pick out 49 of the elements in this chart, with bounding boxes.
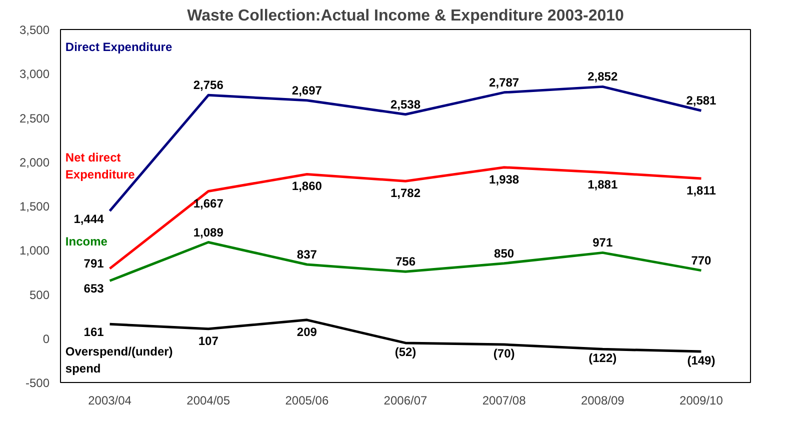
- data-label: (52): [394, 344, 416, 359]
- y-tick-label: 1,000: [19, 244, 50, 258]
- x-tick-label: 2009/10: [680, 394, 724, 408]
- text: Net direct Expenditure: [65, 150, 136, 182]
- data-label: 971: [592, 236, 613, 250]
- y-tick-label: 500: [29, 288, 50, 302]
- data-label: 1,782: [390, 186, 421, 200]
- data-label: 2,852: [588, 70, 618, 84]
- data-label: 850: [494, 246, 514, 260]
- x-tick-label: 2003/04: [88, 394, 132, 408]
- data-label: (122): [588, 351, 617, 366]
- x-tick-label: 2007/08: [482, 394, 526, 408]
- data-label: (70): [493, 346, 515, 361]
- data-label: 1,938: [489, 172, 520, 186]
- data-label: 161: [84, 325, 104, 340]
- data-label: 791: [84, 256, 104, 271]
- data-label: 1,444: [74, 212, 104, 226]
- series-label: Overspend/(under) spend: [65, 344, 173, 376]
- data-label: 2,581: [686, 94, 717, 108]
- data-label: 1,881: [588, 177, 618, 192]
- data-label: 107: [198, 334, 219, 348]
- text: Direct Expenditure: [65, 40, 172, 54]
- chart-title: Waste Collection:Actual Income & Expenditure 2003-2010: [187, 8, 624, 24]
- y-tick-label: 2,000: [19, 155, 50, 170]
- data-label: 837: [296, 248, 318, 262]
- x-tick-label: 2005/06: [285, 394, 329, 408]
- y-tick-label: 1,500: [19, 200, 50, 214]
- data-label: 1,667: [193, 196, 224, 210]
- data-label: 2,756: [193, 78, 224, 92]
- data-label: 1,811: [686, 184, 716, 198]
- data-label: 2,538: [390, 97, 421, 112]
- data-label: 653: [84, 282, 104, 296]
- data-label: 2,697: [292, 83, 322, 98]
- data-label: 2,787: [489, 75, 520, 90]
- data-label: 209: [296, 324, 318, 339]
- data-label: 1,089: [193, 225, 224, 240]
- x-tick-label: 2004/05: [186, 394, 230, 408]
- data-label: 1,860: [292, 179, 322, 194]
- x-tick-label: 2008/09: [580, 394, 625, 408]
- data-label: 756: [395, 254, 416, 269]
- y-tick-label: 3,000: [19, 67, 50, 82]
- data-label: (149): [687, 354, 716, 368]
- y-tick-label: 3,500: [19, 23, 50, 37]
- y-tick-label: 2,500: [19, 111, 50, 126]
- y-tick-label: 0: [42, 332, 50, 346]
- x-tick-label: 2006/07: [384, 394, 428, 408]
- y-tick-label: -500: [25, 376, 50, 390]
- data-label: 770: [691, 253, 712, 268]
- text: Income: [65, 234, 108, 248]
